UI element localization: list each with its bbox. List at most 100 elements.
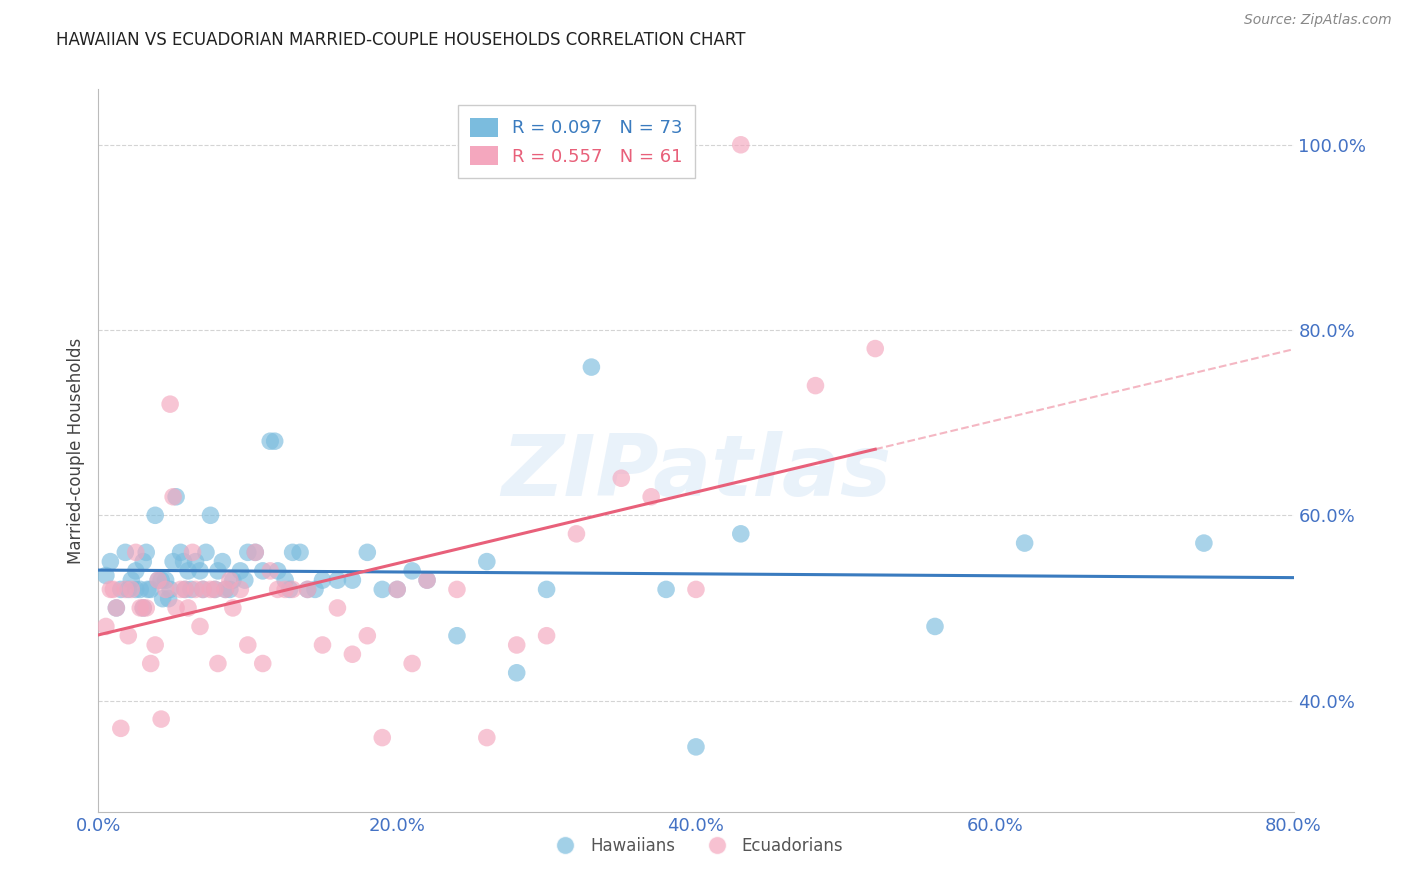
Point: [730, 526, 752, 541]
Point: [506, 638, 529, 652]
Point: [191, 582, 214, 597]
Point: [159, 397, 181, 411]
Point: [169, 545, 191, 559]
Point: [267, 564, 290, 578]
Point: [143, 508, 166, 523]
Point: [207, 564, 229, 578]
Point: [136, 582, 159, 597]
Point: [110, 722, 132, 736]
Point: [103, 582, 125, 597]
Point: [191, 582, 214, 597]
Point: [132, 555, 155, 569]
Point: [114, 545, 136, 559]
Point: [143, 638, 166, 652]
Point: [236, 545, 259, 559]
Point: [804, 378, 827, 392]
Point: [219, 573, 242, 587]
Point: [129, 582, 152, 597]
Point: [188, 564, 211, 578]
Point: [165, 601, 187, 615]
Point: [288, 545, 311, 559]
Point: [148, 573, 170, 587]
Point: [222, 573, 245, 587]
Point: [252, 657, 274, 671]
Point: [155, 582, 177, 597]
Point: [125, 564, 148, 578]
Text: Source: ZipAtlas.com: Source: ZipAtlas.com: [1244, 13, 1392, 28]
Point: [655, 582, 678, 597]
Point: [371, 731, 394, 745]
Point: [152, 591, 174, 606]
Point: [252, 564, 274, 578]
Point: [132, 601, 155, 615]
Point: [132, 601, 155, 615]
Point: [200, 582, 222, 597]
Point: [184, 555, 207, 569]
Point: [610, 471, 633, 485]
Point: [184, 582, 207, 597]
Point: [150, 573, 173, 587]
Point: [207, 657, 229, 671]
Point: [174, 582, 197, 597]
Point: [416, 573, 439, 587]
Point: [356, 629, 378, 643]
Point: [204, 582, 226, 597]
Point: [135, 545, 157, 559]
Point: [125, 582, 148, 597]
Point: [281, 545, 304, 559]
Point: [114, 582, 136, 597]
Point: [475, 555, 498, 569]
Point: [342, 573, 364, 587]
Point: [181, 545, 204, 559]
Point: [169, 582, 191, 597]
Point: [177, 601, 200, 615]
Point: [565, 526, 588, 541]
Point: [174, 582, 197, 597]
Point: [200, 508, 222, 523]
Point: [117, 582, 139, 597]
Point: [162, 555, 184, 569]
Point: [259, 434, 281, 449]
Point: [98, 555, 122, 569]
Point: [148, 573, 170, 587]
Point: [326, 573, 349, 587]
Point: [581, 360, 603, 375]
Point: [536, 629, 558, 643]
Point: [229, 582, 252, 597]
Point: [263, 434, 285, 449]
Point: [401, 657, 423, 671]
Point: [259, 564, 281, 578]
Point: [105, 601, 128, 615]
Point: [214, 582, 236, 597]
Point: [245, 545, 267, 559]
Point: [385, 582, 409, 597]
Point: [105, 601, 128, 615]
Point: [311, 638, 333, 652]
Point: [94, 568, 117, 582]
Point: [446, 582, 468, 597]
Point: [685, 582, 707, 597]
Point: [188, 619, 211, 633]
Point: [139, 582, 162, 597]
Point: [267, 582, 290, 597]
Point: [416, 573, 439, 587]
Point: [342, 647, 364, 661]
Point: [211, 555, 233, 569]
Point: [304, 582, 326, 597]
Point: [1014, 536, 1036, 550]
Point: [297, 582, 319, 597]
Text: ZIPatlas: ZIPatlas: [501, 431, 891, 514]
Point: [297, 582, 319, 597]
Point: [446, 629, 468, 643]
Point: [129, 601, 152, 615]
Point: [640, 490, 662, 504]
Point: [356, 545, 378, 559]
Point: [135, 601, 157, 615]
Point: [180, 582, 202, 597]
Point: [177, 564, 200, 578]
Point: [155, 573, 177, 587]
Point: [120, 573, 142, 587]
Point: [214, 582, 236, 597]
Point: [245, 545, 267, 559]
Point: [219, 582, 242, 597]
